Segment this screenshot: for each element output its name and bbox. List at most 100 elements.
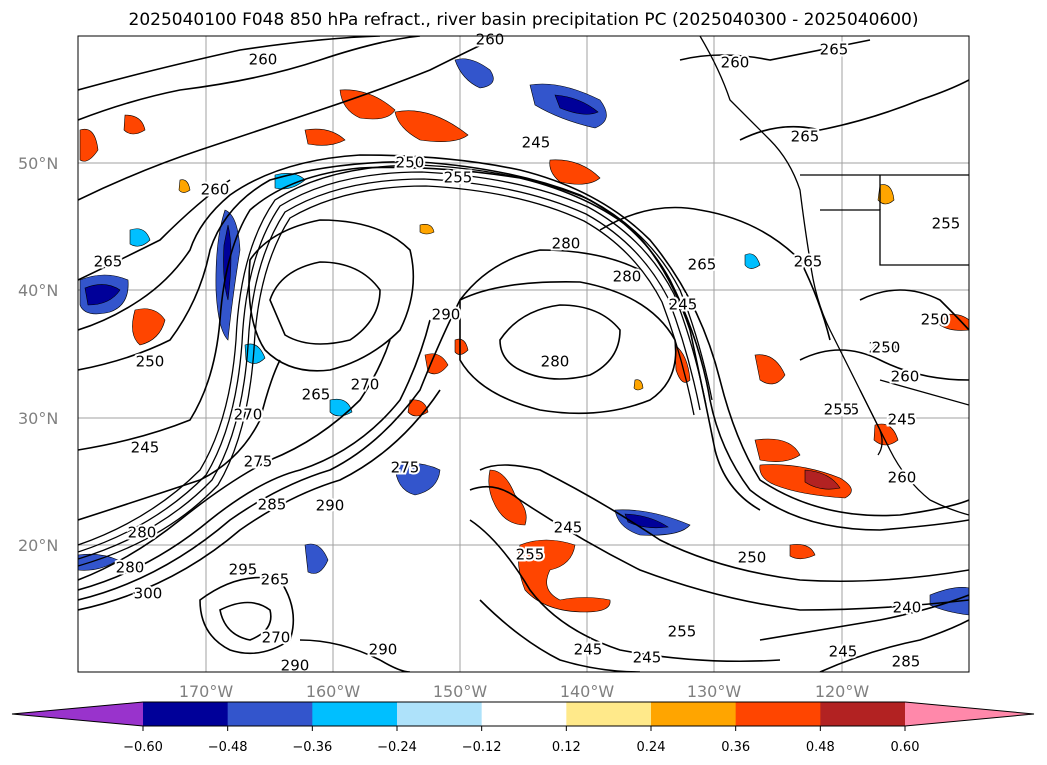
contour-line: [78, 179, 231, 281]
contour-label: 245: [888, 411, 917, 429]
contour-labels: 260 260 265 260 265 245 250 255 260 280 280 265 245 2…: [92, 29, 963, 677]
contour-line: [739, 79, 969, 141]
patch-negative: [129, 228, 151, 247]
contour-label: 265: [794, 253, 823, 271]
contour-line: [759, 594, 969, 641]
contour-label: 245: [829, 643, 858, 661]
contour-label: 275: [244, 453, 273, 471]
patch-positive: [877, 184, 895, 205]
contour-line: [479, 599, 641, 672]
lon-tick-label: 120°W: [815, 682, 870, 701]
contour-label: 290: [281, 657, 310, 675]
contour-line: [819, 619, 969, 672]
contour-line: [78, 339, 391, 581]
contour-line: [248, 219, 415, 372]
patch-positive: [419, 224, 435, 235]
colorbar-segment: [566, 702, 652, 726]
contour-label: 255: [516, 546, 545, 564]
contour-label: 300: [134, 585, 163, 603]
contour-label: 265: [94, 253, 123, 271]
contour-line: [78, 36, 381, 91]
contour-label: 250: [738, 549, 767, 567]
patch-positive: [123, 114, 146, 135]
lon-axis: 170°W 160°W 150°W 140°W 130°W 120°W: [179, 682, 870, 701]
patch-positive: [804, 469, 841, 490]
lat-tick-label: 20°N: [18, 536, 58, 555]
contour-line: [199, 576, 295, 655]
colorbar-tick-label: −0.12: [462, 740, 502, 755]
contour-line: [78, 249, 641, 601]
contour-line: [78, 178, 701, 560]
contour-label: 260: [721, 54, 750, 72]
lon-tick-label: 150°W: [433, 682, 488, 701]
colorbar-extend-low: [12, 702, 143, 726]
colorbar-segment: [481, 702, 567, 726]
colorbar-tick-label: 0.24: [637, 740, 666, 755]
patch-positive: [394, 110, 469, 142]
patch-negative: [304, 543, 329, 574]
map-frame: [77, 35, 970, 673]
lon-tick-label: 130°W: [687, 682, 742, 701]
contour-label: 245: [554, 519, 583, 537]
colorbar-segment: [143, 702, 229, 726]
contour-label: 245: [522, 134, 551, 152]
patch-negative: [394, 463, 441, 496]
contour-label: 260: [476, 31, 505, 49]
colorbar-tick-label: −0.48: [208, 740, 248, 755]
contour-label: 245: [574, 641, 603, 659]
contour-line: [459, 281, 677, 415]
patch-negative: [244, 343, 266, 364]
contour-label: 260: [891, 368, 920, 386]
contour-line: [219, 601, 272, 641]
contour-label: 280: [116, 559, 145, 577]
lon-tick-label: 160°W: [306, 682, 361, 701]
colorbar-tick-label: 0.48: [806, 740, 835, 755]
contour-line: [599, 206, 831, 341]
colorbar-tick-label: 0.60: [891, 740, 920, 755]
contour-label: 265: [820, 41, 849, 59]
contour-line: [78, 164, 713, 546]
colorbar-segment: [820, 702, 906, 726]
contour-label: 265: [688, 256, 717, 274]
contour-label: 270: [262, 629, 291, 647]
colorbar-extend-high: [905, 702, 1034, 726]
coastline-baja: [859, 389, 883, 456]
colorbar-segment: [735, 702, 821, 726]
contour-label: 250: [136, 353, 165, 371]
contour-label: 260: [249, 51, 278, 69]
refractivity-contours: [78, 36, 969, 672]
patch-positive: [132, 308, 166, 346]
colorbar-tick-label: −0.60: [123, 740, 163, 755]
contour-label: 265: [302, 386, 331, 404]
contour-label: 245: [633, 649, 662, 667]
contour-line: [679, 39, 871, 61]
contour-label: 265: [261, 571, 290, 589]
patch-positive: [79, 128, 99, 162]
contour-label: 270: [234, 406, 263, 424]
contour-line: [78, 154, 969, 517]
contour-label: 255: [831, 401, 860, 419]
contour-line: [299, 639, 411, 672]
colorbar-segment: [397, 702, 483, 726]
border-us-mexico: [879, 379, 969, 406]
colorbar: −0.60 −0.48 −0.36 −0.24 −0.12 0.12 0.24 0.36 0.4…: [11, 701, 1035, 755]
map-plot-area: [78, 36, 969, 672]
contour-line: [499, 304, 621, 380]
contour-label: 255: [668, 623, 697, 641]
patch-positive: [633, 379, 644, 391]
contour-line: [799, 349, 969, 381]
contour-label: 255: [824, 401, 853, 419]
contour-label: 280: [552, 235, 581, 253]
patch-positive: [518, 539, 611, 613]
coastline-north-america: [699, 36, 969, 516]
contour-line: [78, 161, 969, 531]
colorbar-tick-label: −0.24: [377, 740, 417, 755]
lat-tick-label: 50°N: [18, 154, 58, 173]
colorbar-segment: [227, 702, 313, 726]
patch-negative: [84, 284, 121, 306]
border-state: [820, 209, 969, 266]
patch-negative: [744, 253, 761, 269]
contour-line: [469, 519, 781, 663]
contour-label: 250: [396, 154, 425, 172]
